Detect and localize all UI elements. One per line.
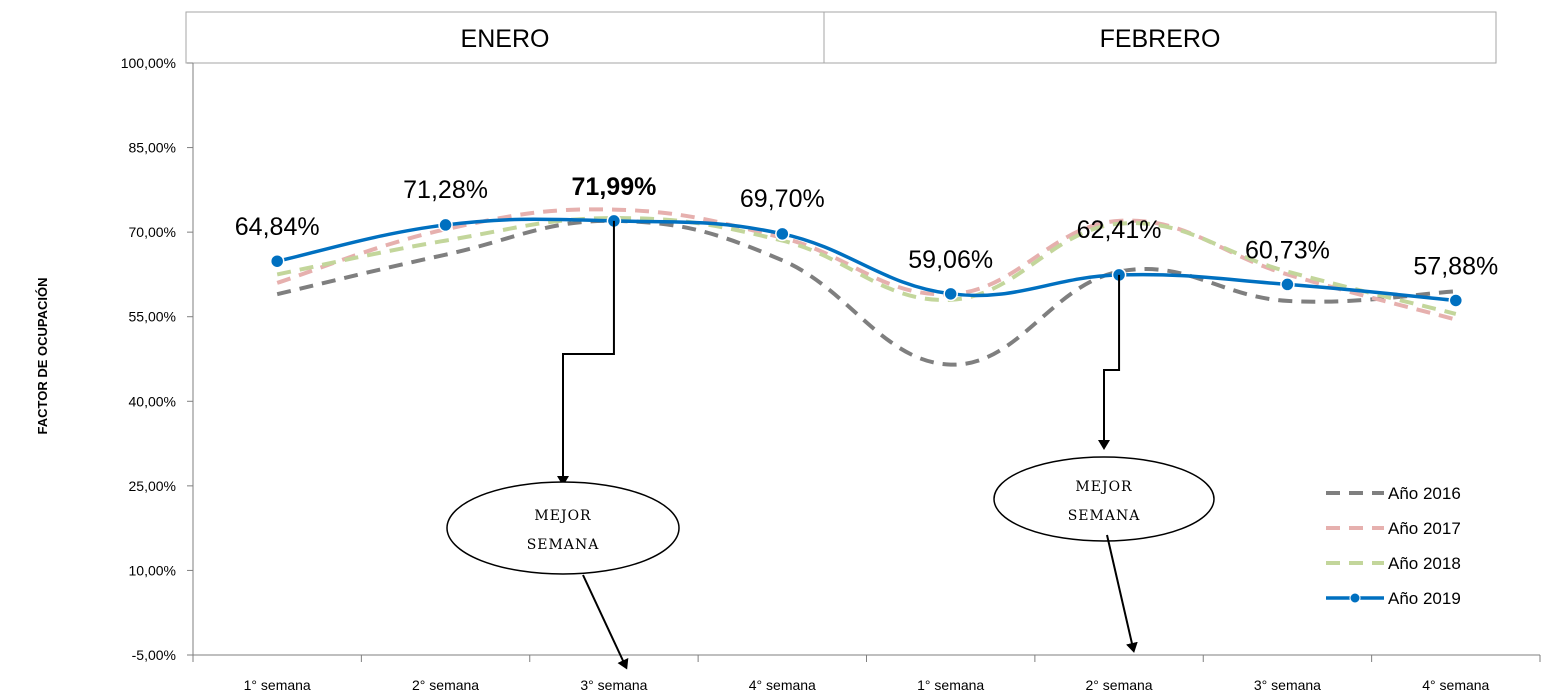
y-tick-label: 85,00% [129,140,176,156]
data-label: 71,99% [572,173,657,201]
data-point [943,286,958,302]
x-tick-label: 3° semana [1254,677,1321,693]
x-tick-marks [192,655,1541,662]
callout-ellipse [993,456,1215,542]
series-line-ano-2018 [276,216,1457,316]
x-tick-label: 3° semana [580,677,647,693]
legend-label: Año 2016 [1388,484,1461,503]
y-tick-label: 100,00% [121,55,176,71]
y-tick-labels: -5,00% 10,00% 25,00% 40,00% 55,00% 70,00% 85,0… [121,55,176,663]
data-point [438,217,453,233]
y-tick-label: 25,00% [129,478,176,494]
month-header-box [185,11,825,64]
y-tick-label: 10,00% [129,562,176,578]
callout-connector [1098,274,1121,450]
y-tick-label: 55,00% [129,309,176,325]
data-label: 62,41% [1077,216,1162,244]
y-axis-title: FACTOR DE OCUPACIÓN [35,278,50,435]
x-tick-label: 1° semana [917,677,984,693]
callout-pointer-arrow [1106,534,1138,653]
legend: Año 2016 Año 2017 Año 2018 Año 2019 [1326,484,1461,608]
x-tick-label: 4° semana [1422,677,1489,693]
month-header: ENERO FEBRERO [185,11,1497,64]
data-label: 60,73% [1245,236,1330,264]
callout-text: SEMANA [527,537,600,553]
x-tick-label: 1° semana [244,677,311,693]
series-line-ano-2016 [276,218,1456,367]
data-point [269,253,285,269]
x-tick-labels: 1° semana 2° semana 3° semana 4° semana 1° s… [244,677,1490,693]
series-lines [269,207,1464,367]
callout-ellipse [446,481,680,575]
data-point [775,226,790,242]
callout-text: MEJOR [534,508,591,524]
data-label: 69,70% [740,185,825,213]
series-line-ano-2019 [276,217,1456,303]
callout-pointer-arrow [582,574,629,670]
legend-label: Año 2019 [1388,589,1461,608]
month-header-label: ENERO [461,25,550,53]
series-line-ano-2017 [276,207,1457,322]
callout-connector [557,220,615,486]
callouts: MEJOR SEMANA MEJOR SEMANA [446,220,1215,670]
legend-marker [1349,592,1361,604]
month-header-label: FEBRERO [1100,25,1221,53]
x-tick-label: 4° semana [749,677,816,693]
callout-text: SEMANA [1068,508,1141,524]
y-tick-label: -5,00% [132,647,176,663]
y-tick-label: 40,00% [129,393,176,409]
legend-label: Año 2018 [1388,554,1461,573]
y-tick-marks [187,62,193,656]
x-tick-label: 2° semana [412,677,479,693]
data-label: 64,84% [235,213,320,241]
data-label: 71,28% [403,176,488,204]
data-labels: 64,84% 71,28% 71,99% 69,70% 59,06% 62,41% 60,7… [235,173,1498,281]
y-tick-label: 70,00% [129,224,176,240]
callout-text: MEJOR [1075,479,1132,495]
data-point [1448,293,1464,308]
data-label: 57,88% [1413,252,1498,280]
data-label: 59,06% [908,246,993,274]
x-tick-label: 2° semana [1086,677,1153,693]
data-point [1280,277,1295,292]
month-header-box [823,11,1497,64]
legend-label: Año 2017 [1388,519,1461,538]
